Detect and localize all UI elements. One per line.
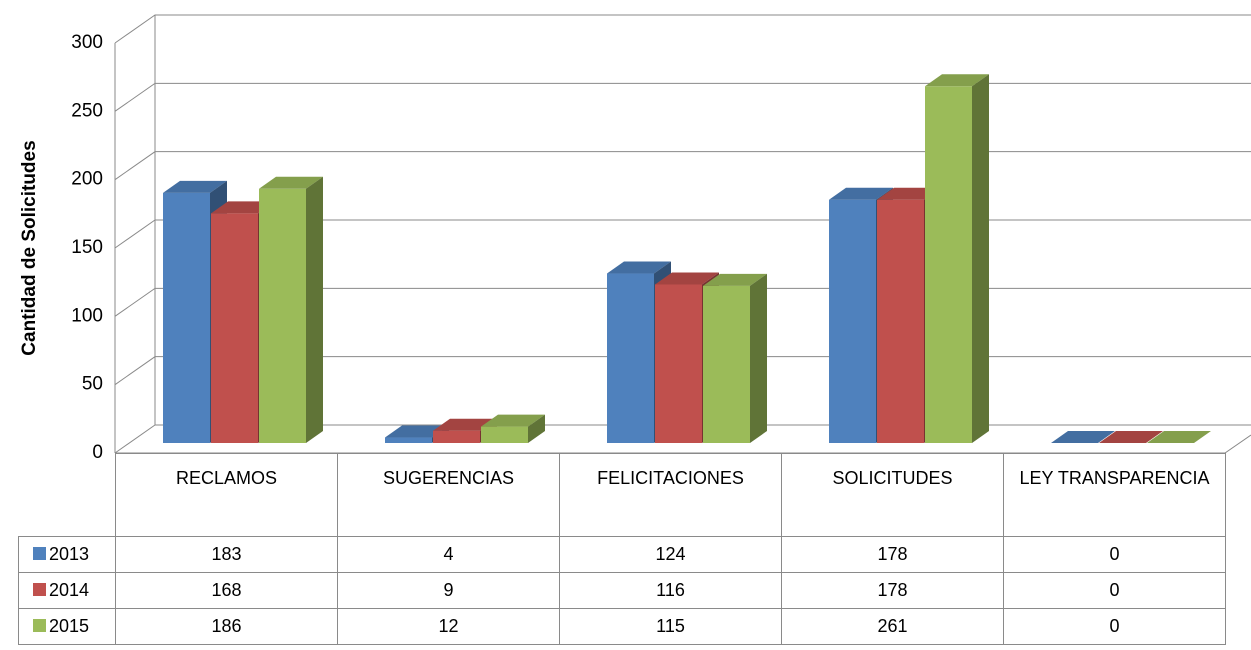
y-tick-label: 300 xyxy=(71,32,103,53)
bar-front xyxy=(829,199,876,443)
legend-cell: 2014 xyxy=(18,572,116,609)
grid-line xyxy=(114,14,1251,44)
x-tick-label: RECLAMOS xyxy=(115,453,338,537)
bar-side xyxy=(972,74,989,444)
legend-swatch xyxy=(33,547,46,560)
bar-side xyxy=(528,414,545,443)
data-label: 116 xyxy=(559,572,782,609)
bar-front xyxy=(433,430,480,443)
legend-label: 2015 xyxy=(49,616,90,636)
bar-front xyxy=(211,213,258,443)
grid-line xyxy=(114,151,1251,181)
data-label: 0 xyxy=(1003,608,1226,645)
data-label: 0 xyxy=(1003,572,1226,609)
bar-front xyxy=(925,86,972,444)
bar-top xyxy=(925,74,989,87)
x-tick-label: SUGERENCIAS xyxy=(337,453,560,537)
data-label: 0 xyxy=(1003,536,1226,573)
corner-cell xyxy=(18,453,116,537)
legend-cell: 2013 xyxy=(18,536,116,573)
bar xyxy=(259,176,323,444)
bar-front xyxy=(703,285,750,443)
bar-top xyxy=(607,261,671,274)
legend-label: 2013 xyxy=(49,544,90,564)
x-tick-label: SOLICITUDES xyxy=(781,453,1004,537)
bar-top xyxy=(1147,431,1211,443)
y-tick-label: 100 xyxy=(71,305,103,326)
y-axis-title: Cantidad de Solicitudes xyxy=(19,140,40,355)
bar xyxy=(1051,431,1115,443)
bar-side xyxy=(750,273,767,443)
bar-side xyxy=(306,176,323,444)
bar-top xyxy=(163,180,227,193)
bar-front xyxy=(655,284,702,443)
x-tick-label: LEY TRANSPARENCIA xyxy=(1003,453,1226,537)
y-tick-label: 250 xyxy=(71,100,103,121)
y-tick-label: 200 xyxy=(71,169,103,190)
data-label: 9 xyxy=(337,572,560,609)
bar xyxy=(1099,431,1163,443)
data-label: 168 xyxy=(115,572,338,609)
bar xyxy=(925,74,989,444)
y-tick-label: 50 xyxy=(82,374,103,395)
data-label: 4 xyxy=(337,536,560,573)
bar-front xyxy=(259,188,306,443)
bar-top xyxy=(829,187,893,200)
bar-top xyxy=(703,273,767,286)
data-label: 183 xyxy=(115,536,338,573)
legend-swatch xyxy=(33,619,46,632)
bar-front xyxy=(163,192,210,443)
bar-top xyxy=(1051,431,1115,443)
data-label: 115 xyxy=(559,608,782,645)
legend-cell: 2015 xyxy=(18,608,116,645)
y-tick-label: 0 xyxy=(92,442,103,463)
legend-label: 2014 xyxy=(49,580,90,600)
bar-top xyxy=(1099,431,1163,443)
bar xyxy=(1147,431,1211,443)
data-label: 261 xyxy=(781,608,1004,645)
grid-line xyxy=(114,82,1251,112)
bar-top xyxy=(481,414,545,427)
data-label: 178 xyxy=(781,572,1004,609)
y-tick-label: 150 xyxy=(71,237,103,258)
table-row: 2014 168 9 116 178 0 xyxy=(18,572,1226,609)
data-label: 178 xyxy=(781,536,1004,573)
bar-top xyxy=(259,176,323,189)
bar-front xyxy=(877,199,924,443)
data-label: 186 xyxy=(115,608,338,645)
bar xyxy=(481,414,545,443)
table-row: 2015 186 12 115 261 0 xyxy=(18,608,1226,645)
bar xyxy=(703,273,767,443)
bar-top xyxy=(655,272,719,285)
bar-front xyxy=(385,437,432,443)
data-label: 124 xyxy=(559,536,782,573)
bar-front xyxy=(607,273,654,443)
x-tick-label: FELICITACIONES xyxy=(559,453,782,537)
table-row: 2013 183 4 124 178 0 xyxy=(18,536,1226,573)
data-label: 12 xyxy=(337,608,560,645)
bar-front xyxy=(481,426,528,443)
legend-swatch xyxy=(33,583,46,596)
data-table: RECLAMOS SUGERENCIAS FELICITACIONES SOLICIT… xyxy=(18,453,1226,645)
